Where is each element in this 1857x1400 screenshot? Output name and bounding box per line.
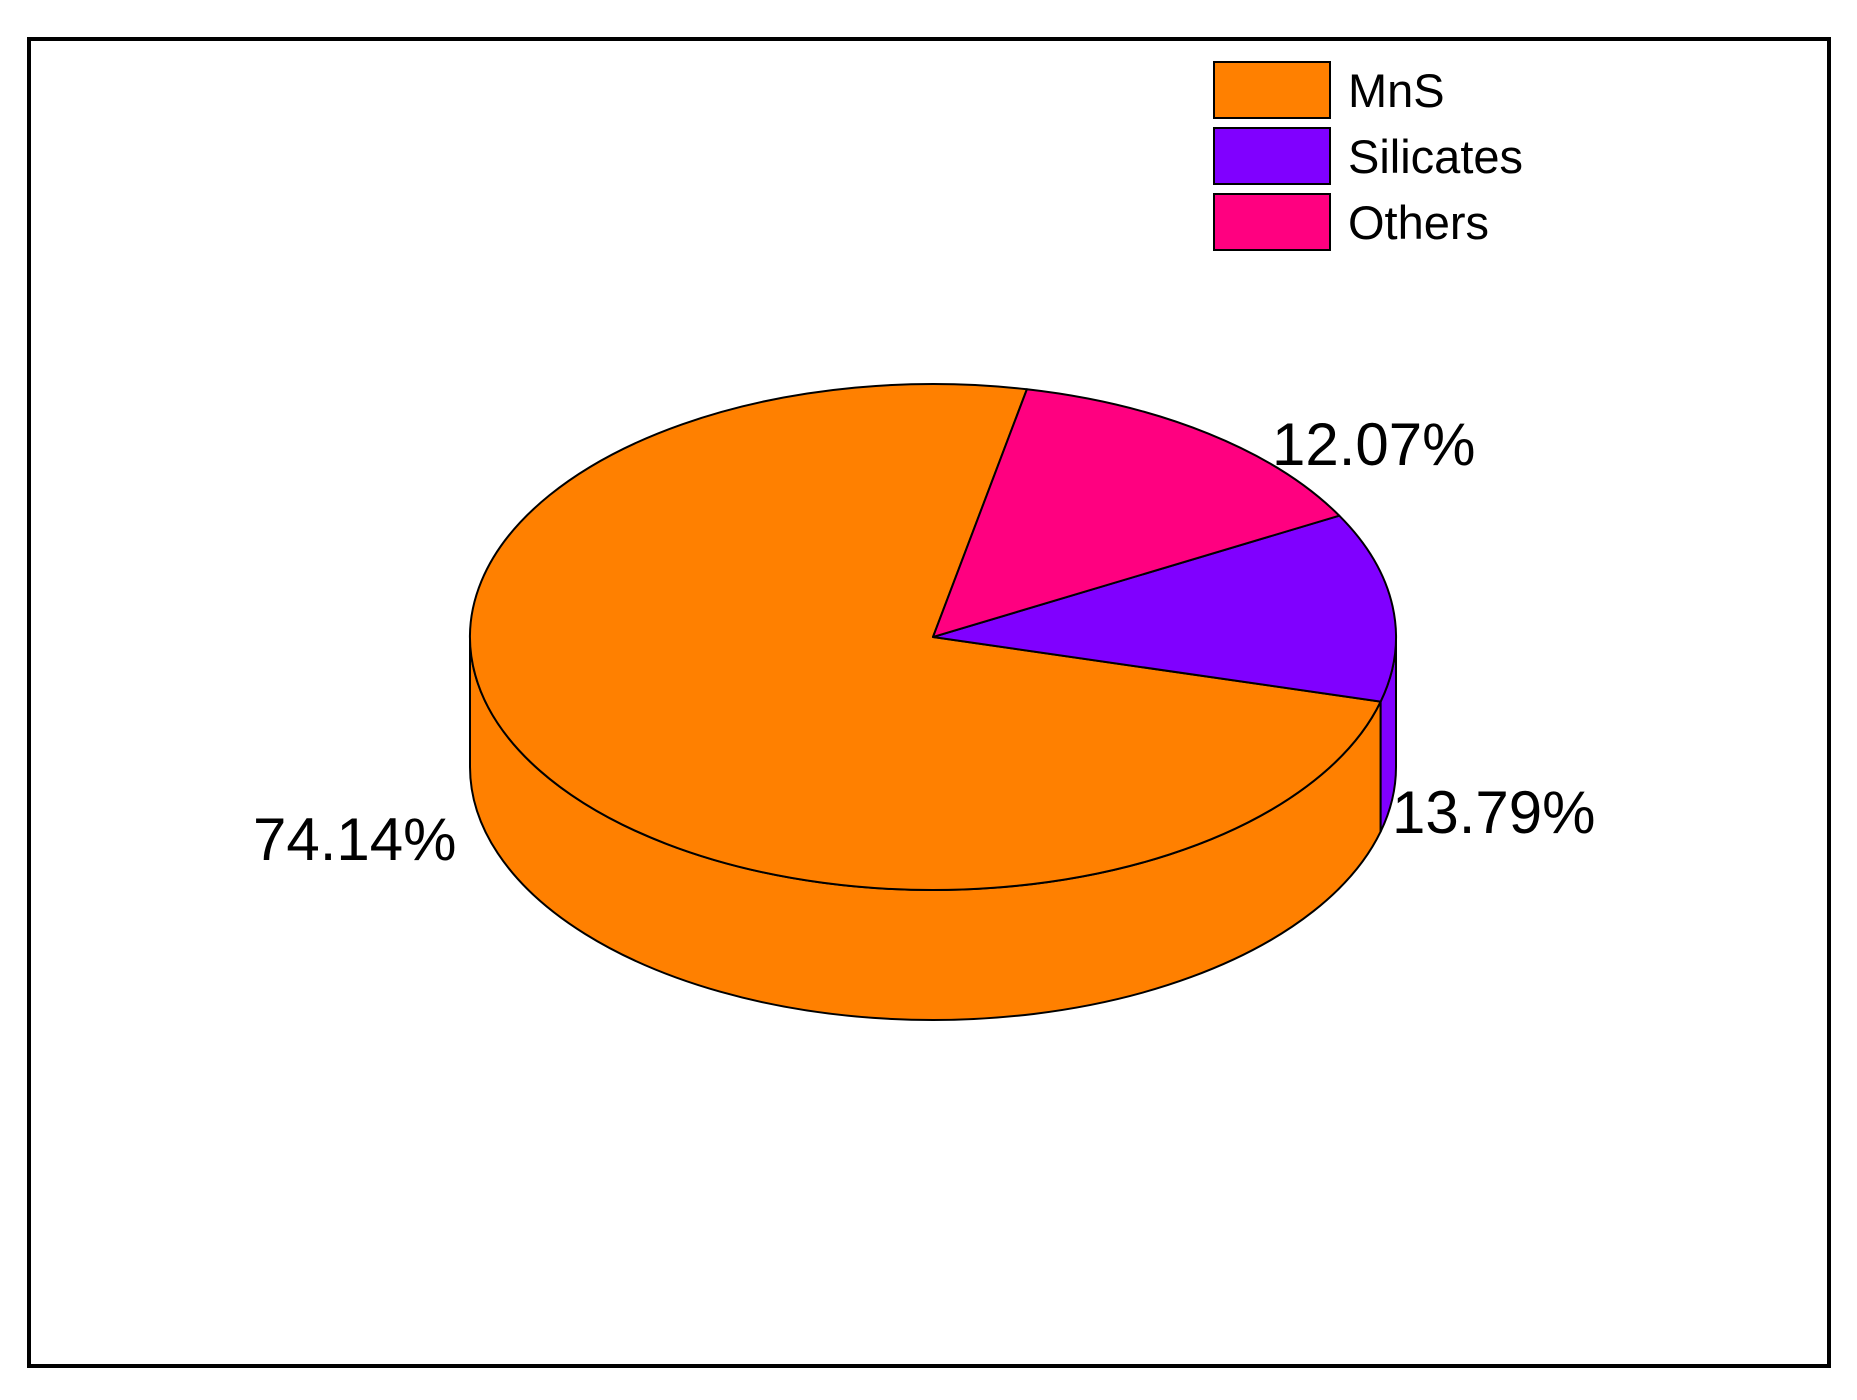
legend-label-others: Others: [1348, 196, 1489, 249]
data-labels-group: 74.14% 12.07% 13.79%: [253, 411, 1596, 873]
legend: MnS Silicates Others: [1213, 61, 1523, 251]
pie-slice-silicates: [932, 514, 1397, 703]
legend-label-silicates: Silicates: [1348, 130, 1523, 183]
legend-swatch-others: [1213, 193, 1331, 251]
legend-swatch-silicates: [1213, 127, 1331, 185]
data-label-others: 13.79%: [1392, 779, 1596, 846]
pie-slice-others: [932, 388, 1341, 638]
pie-top-group: [469, 383, 1397, 891]
pie-slice-mns: [469, 383, 1382, 891]
data-label-silicates: 12.07%: [1272, 411, 1476, 478]
legend-label-mns: MnS: [1348, 64, 1445, 117]
data-label-mns: 74.14%: [253, 806, 457, 873]
legend-swatch-mns: [1213, 61, 1331, 119]
